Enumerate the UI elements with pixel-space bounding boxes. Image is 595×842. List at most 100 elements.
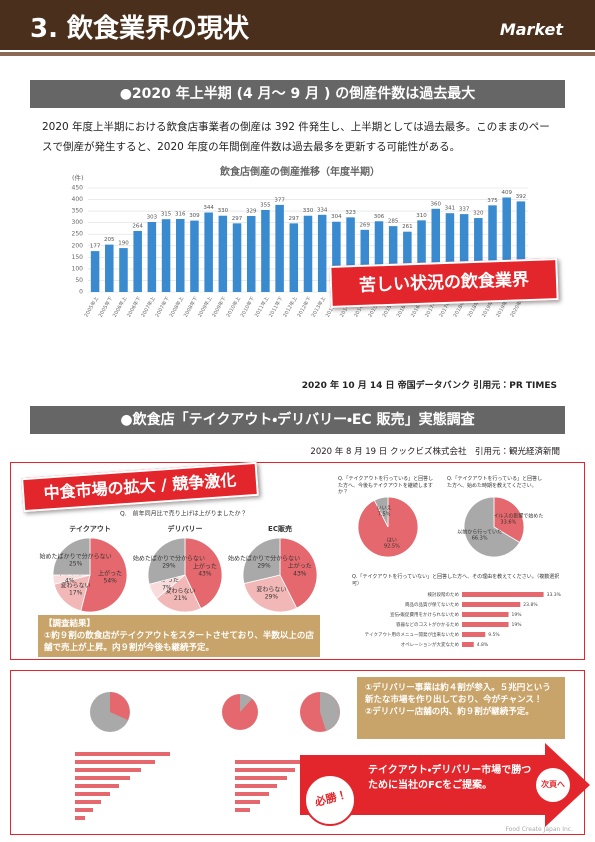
pie-slice [463,496,521,558]
y-tick-label: 450 [72,185,84,192]
pie-slice [52,537,91,576]
result-text: ①約９割の飲食店がテイクアウトをスタートさせており、半数以上の店舗で売上が上昇。… [44,631,314,653]
value-label: 337 [459,207,470,213]
section-heading: ●2020 年上半期 (4 月～ 9 月 ) の倒産件数は過去最大 [30,80,565,108]
chart-title: 飲食店倒産の倒産推移（年度半期） [219,165,380,178]
bar-label: オペレーションが大変なため [401,641,460,648]
value-label: 4.8% [477,642,489,648]
slice-value: 25% [69,561,83,568]
bar [459,214,469,292]
callout-arrow [300,743,590,827]
bar [161,219,171,292]
mini-bar [235,760,305,764]
section-heading: ●飲食店「テイクアウト・デリバリー・EC 販売」実態調査 [30,406,565,434]
bar [346,217,355,292]
value-label: 19% [512,622,523,628]
y-tick-label: 300 [72,219,84,226]
bar-label: 検討段階のため [428,591,460,598]
slice-value: 54% [104,578,118,585]
slice-label: 始めたばかりで分からない [228,554,300,562]
pie-title: EC販売 [268,524,292,533]
value-label: 409 [501,190,512,196]
value-label: 285 [388,219,399,225]
slice-label: 変わらない [256,585,286,593]
watermark: Food Create Japan Inc. [505,826,573,833]
slice-label: 以前から行っていた [457,529,502,536]
bar [176,218,185,292]
value-label: 190 [118,241,129,247]
bar [403,231,412,292]
bar [90,251,100,292]
slice-value: 43% [293,570,307,577]
value-label: 264 [132,223,143,229]
points-box: ①デリバリー事業は約４割が参入。５兆円という新たな市場を作り出しており、今がチャ… [357,677,565,739]
mini-bar [235,768,295,772]
value-label: 330 [303,208,314,214]
y-tick-label: 0 [79,289,83,296]
pie-slice [242,537,281,585]
value-label: 310 [416,213,427,219]
y-axis-label: (件) [72,173,84,182]
value-label: 316 [175,211,186,217]
pie-slice [184,537,223,610]
value-label: 341 [445,206,456,212]
question: Q.「テイクアウトを行っている」と回答した方へ、今後もテイクアウトを継続しますか… [338,476,434,495]
bar-label: 容器などのコストがかかるため [396,621,459,628]
next-page[interactable]: 次頁へ [541,780,565,789]
mini-bar [75,776,130,780]
callout-text: テイクアウト・デリバリー市場で勝つために当社のFCをご提案。 [368,765,532,791]
survey-box [10,462,585,660]
value-label: 303 [147,214,158,220]
bar [462,642,474,647]
bar [332,221,341,292]
bar [488,205,497,292]
slice-value: 29% [265,594,279,601]
mini-bar [235,808,250,812]
slice-label: 上がった [288,562,312,570]
y-tick-label: 400 [72,196,84,203]
value-label: 392 [516,194,527,200]
value-label: 19% [512,612,523,618]
y-tick-label: 100 [72,265,84,272]
bar [462,632,486,637]
value-label: 297 [289,216,300,222]
pie-slice [243,574,298,613]
slice-label: はい [387,538,397,544]
slice-value: 7.5% [378,511,391,517]
value-label: 33.3% [547,592,562,598]
value-label: 297 [232,216,243,222]
value-label: 377 [274,197,285,203]
slice-label: 上がった [193,562,217,570]
bar [261,209,270,292]
slice-value: 29% [162,563,176,570]
source: 2020 年 10 月 14 日 帝国データバンク 引用元：PR TIMES [301,381,557,391]
page-title: 3. 飲食業界の現状 [30,14,250,44]
slice-value: 17% [69,589,83,596]
mini-pie-slice [240,694,252,712]
value-label: 23.8% [523,602,538,608]
bar [289,223,299,292]
mini-pie-slice [110,692,130,720]
value-label: 375 [487,198,498,204]
result-box: 【調査結果】 ①約９割の飲食店がテイクアウトをスタートさせており、半数以上の店舗… [38,615,320,657]
bar [119,248,128,292]
result-title: 【調査結果】 [44,619,96,629]
bar [218,215,228,292]
point: ②デリバリー店舗の内、約９割が継続予定。 [365,707,534,717]
bar [462,612,509,617]
y-tick-label: 200 [72,242,84,249]
slice-label: 始めたばかりで分からない [40,553,112,561]
value-label: 306 [374,214,385,220]
bar [462,602,521,607]
point: ①デリバリー事業は約４割が参入。５兆円という新たな市場を作り出しており、今がチャ… [365,683,551,705]
mini-bar [75,752,170,756]
value-label: 344 [203,205,214,211]
slice-value: 29% [257,562,271,569]
bar-label: 宣伝・販促費用をかけられないため [390,611,460,618]
bar [502,197,511,292]
mini-bar [235,800,260,804]
pie-slice [147,537,186,585]
value-label: 205 [104,237,115,243]
header-bar [0,0,595,50]
slice-value: 92.5% [384,544,400,550]
